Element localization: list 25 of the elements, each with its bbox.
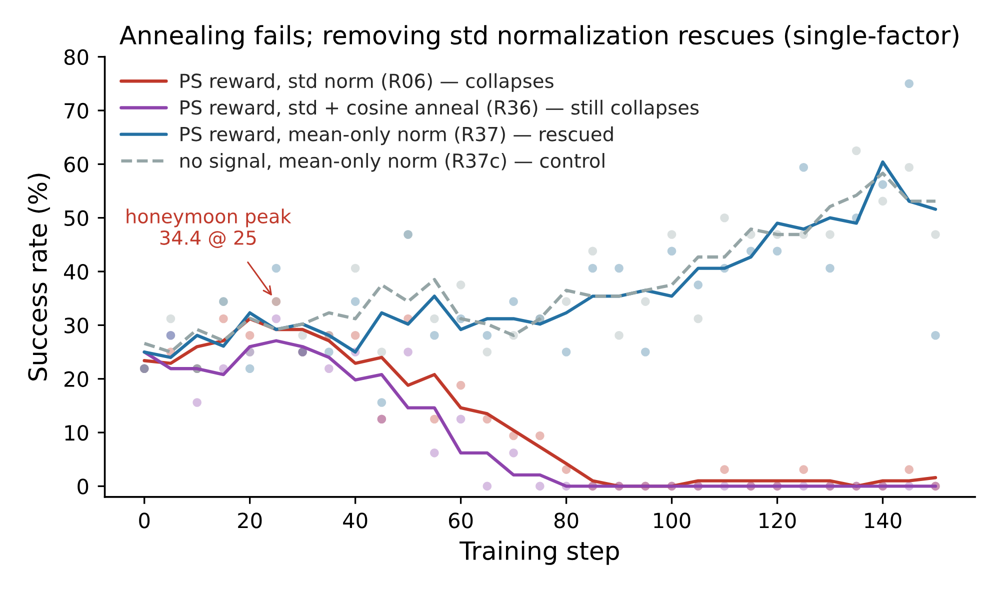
chart-title: Annealing fails; removing std normalization rescues (single-factor) — [120, 25, 958, 50]
y-tick-label: 30 — [64, 318, 88, 334]
x-tick-label: 120 — [760, 512, 796, 528]
legend-label: PS reward, mean-only norm (R37) — rescued — [180, 126, 613, 146]
x-tick-label: 80 — [554, 512, 578, 528]
y-tick-label: 10 — [65, 424, 88, 441]
y-tick-label: 50 — [64, 210, 88, 226]
x-tick-label: 20 — [238, 512, 262, 528]
y-tick-label: 40 — [64, 264, 88, 280]
legend-label: no signal, mean-only norm (R37c) — control — [180, 153, 604, 172]
x-tick-label: 60 — [449, 512, 473, 528]
y-tick-label: 60 — [64, 156, 88, 172]
x-axis-title: Training step — [460, 540, 619, 565]
annotation: honeymoon peak 34.4 @ 25 — [126, 208, 292, 248]
y-tick-label: 70 — [64, 102, 88, 119]
legend-label: PS reward, std norm (R06) — collapses — [180, 73, 554, 92]
x-tick-label: 100 — [654, 512, 690, 528]
y-axis-title: Success rate (%) — [28, 174, 50, 381]
x-tick-label: 40 — [343, 512, 368, 528]
legend-label: PS reward, std + cosine anneal (R36) — still collapses — [180, 100, 699, 119]
x-tick-label: 140 — [865, 512, 902, 528]
y-tick-label: 0 — [78, 478, 88, 494]
x-tick-label: 0 — [139, 512, 150, 528]
y-tick-label: 80 — [64, 49, 88, 66]
y-tick-label: 20 — [64, 371, 88, 388]
